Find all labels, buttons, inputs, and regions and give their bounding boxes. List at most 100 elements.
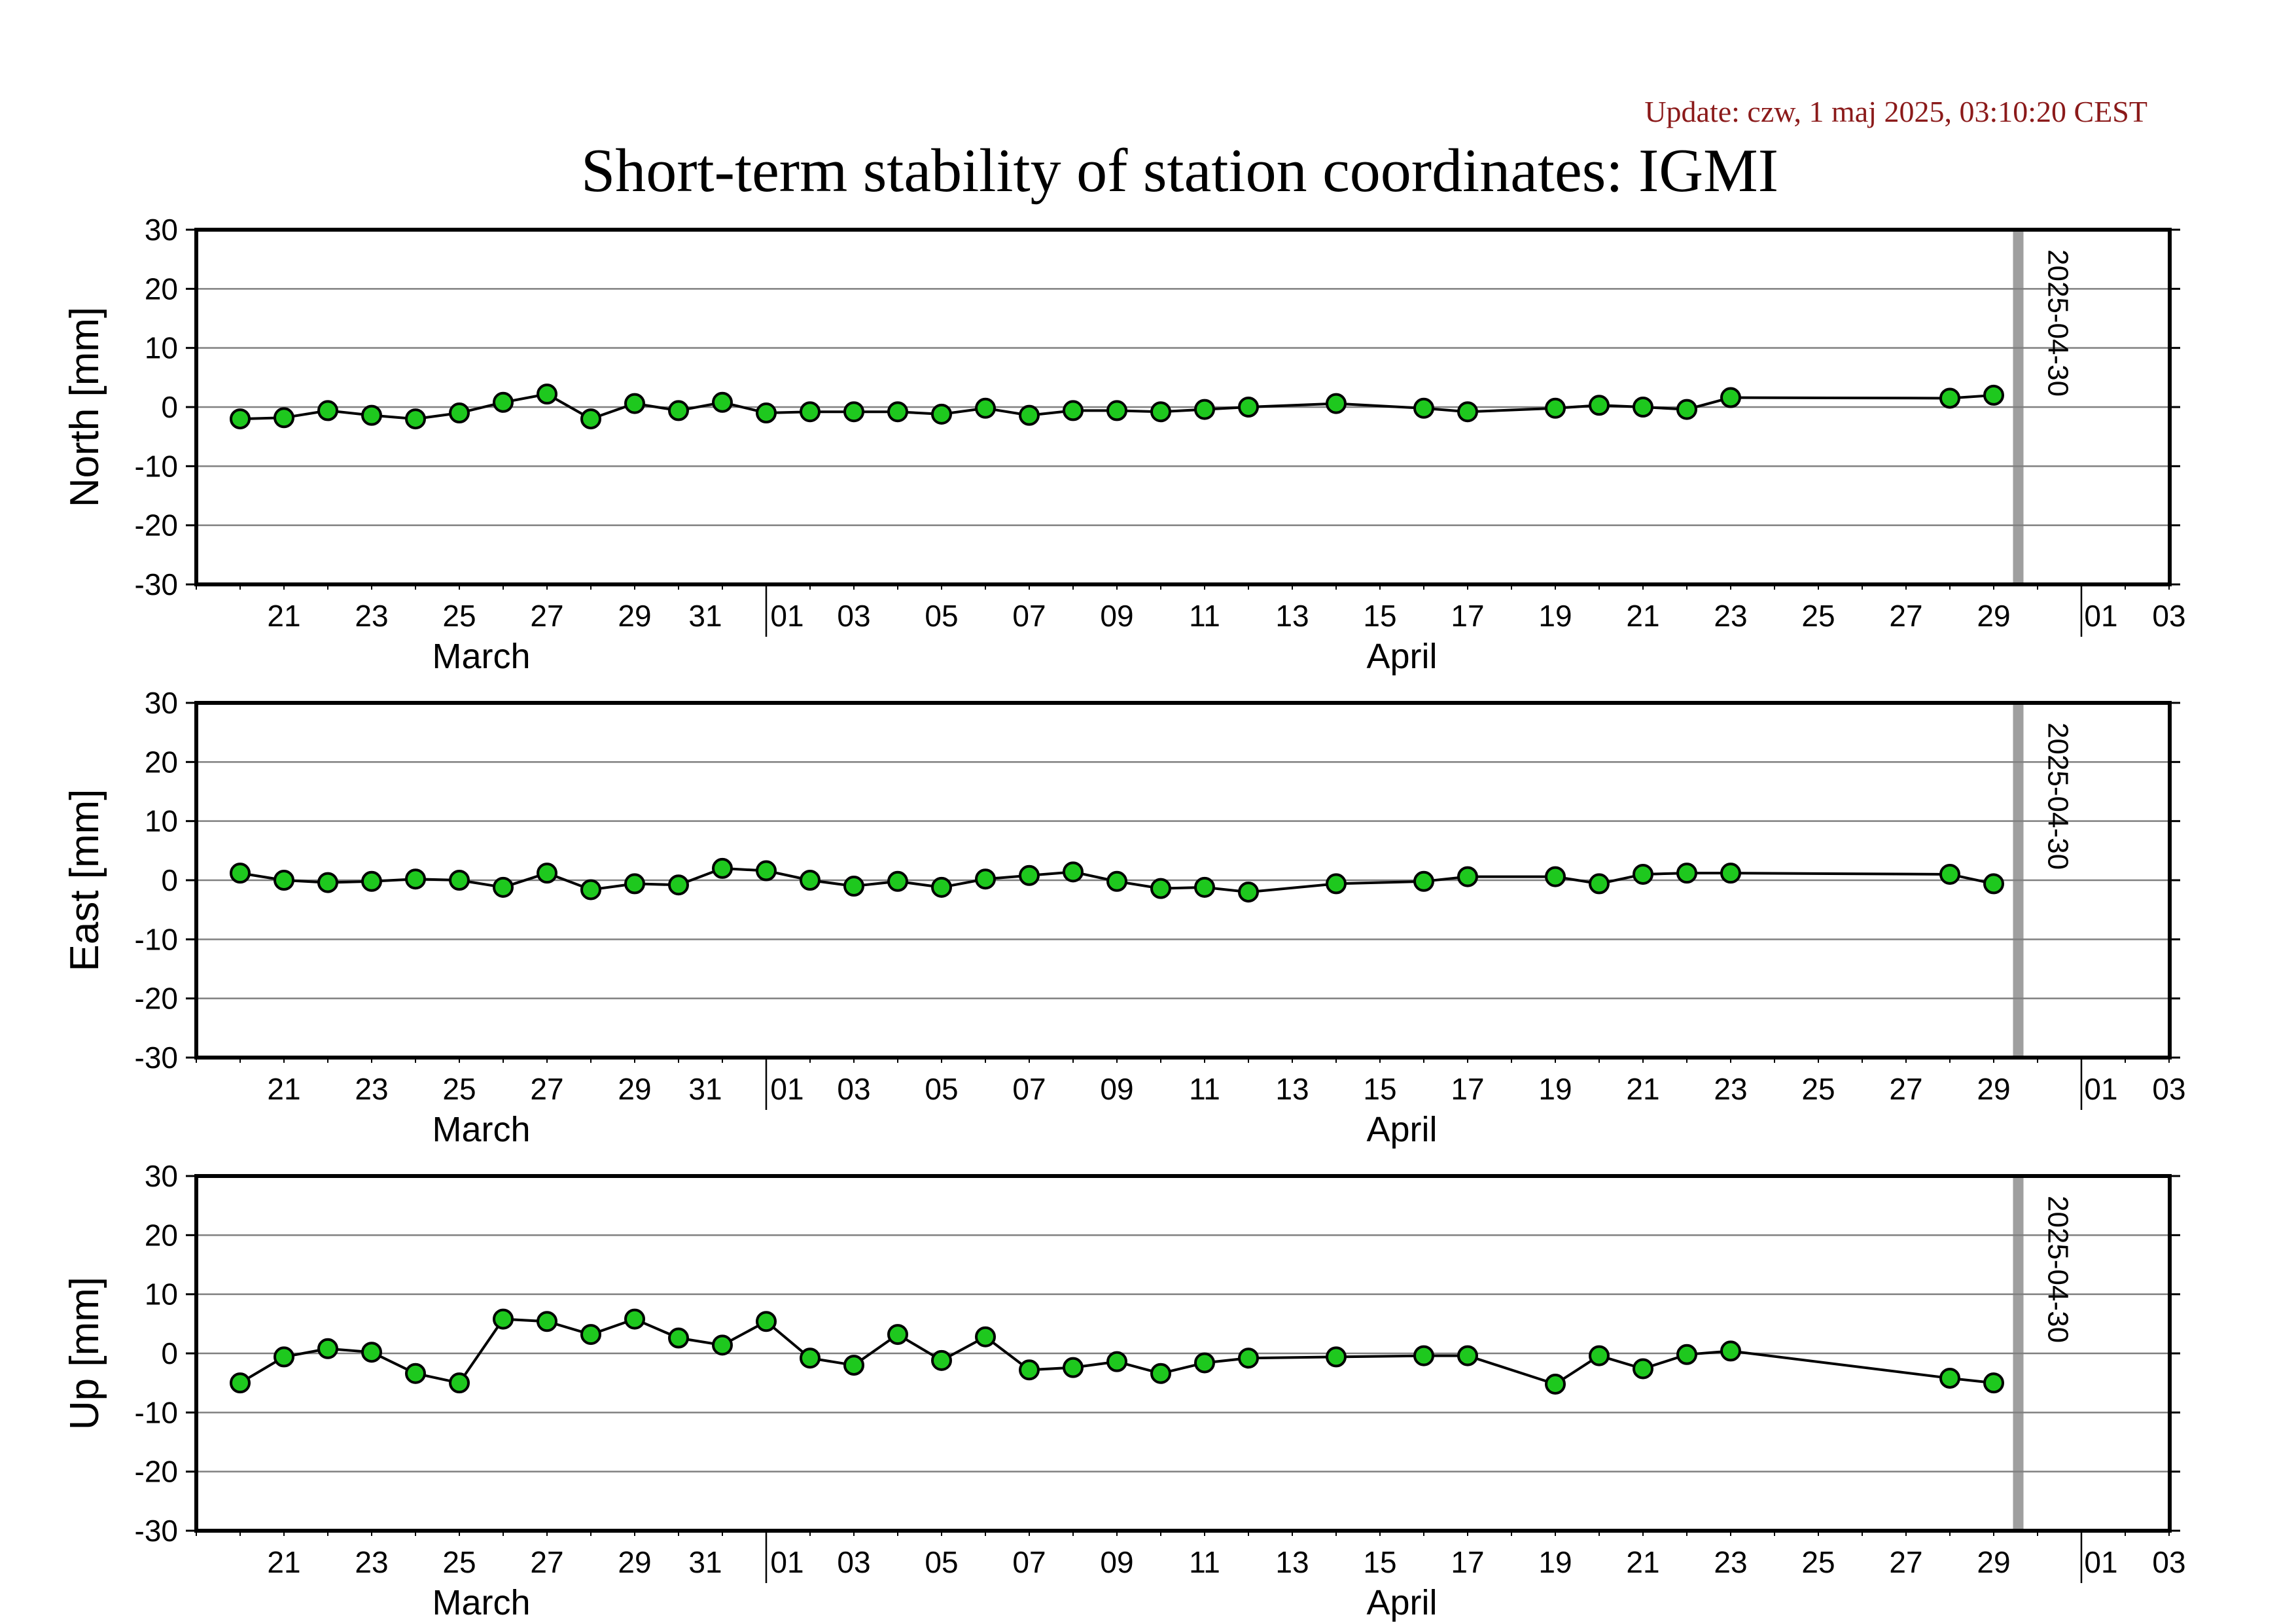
x-tick-label: 01 xyxy=(770,599,804,633)
month-label: March xyxy=(432,1583,530,1622)
y-tick-label: 20 xyxy=(145,745,178,779)
x-tick-label: 29 xyxy=(1977,599,2010,633)
x-tick-label: 25 xyxy=(1801,1072,1835,1106)
data-point xyxy=(317,872,338,893)
data-point xyxy=(274,407,294,429)
data-point xyxy=(580,879,601,901)
data-point xyxy=(800,1347,821,1369)
x-tick-label: 21 xyxy=(1626,599,1659,633)
x-tick-label: 21 xyxy=(1626,1072,1659,1106)
data-point xyxy=(1150,1363,1171,1384)
data-point xyxy=(493,876,514,898)
x-tick-label: 15 xyxy=(1363,1072,1396,1106)
data-point xyxy=(1720,1340,1741,1362)
data-point xyxy=(756,860,777,882)
data-point xyxy=(712,1334,733,1356)
data-point xyxy=(1633,863,1653,885)
y-tick-label: 0 xyxy=(161,1336,178,1370)
y-tick-label: -30 xyxy=(135,567,178,601)
date-marker-label: 2025-04-30 xyxy=(2042,249,2074,397)
data-point xyxy=(317,400,338,421)
x-tick-label: 29 xyxy=(618,1545,651,1579)
data-point xyxy=(449,1372,470,1394)
y-axis-label: North [mm] xyxy=(62,307,107,508)
panel-east: 2025-04-30 30 20 10 0 -10 -20 -30 East [mm] 21 23 2… xyxy=(62,686,2186,1149)
x-tick-label: 23 xyxy=(1714,599,1747,633)
x-tick-label: 03 xyxy=(2152,599,2185,633)
data-point xyxy=(975,868,996,890)
x-tick-label: 01 xyxy=(2084,1072,2117,1106)
x-tick-label: 05 xyxy=(925,599,958,633)
x-tick-label: 23 xyxy=(355,599,388,633)
data-point xyxy=(1238,397,1259,418)
y-tick-label: 10 xyxy=(145,804,178,838)
x-tick-label: 25 xyxy=(442,1545,476,1579)
data-point xyxy=(756,402,777,424)
chart-title: Short-term stability of station coordina… xyxy=(581,137,1778,205)
data-point xyxy=(1063,1357,1084,1378)
x-tick-label: 27 xyxy=(1889,599,1922,633)
data-point xyxy=(1676,399,1697,420)
y-tick-label: -30 xyxy=(135,1041,178,1075)
data-point xyxy=(1983,873,2004,895)
y-tick-label: -20 xyxy=(135,1455,178,1489)
x-tick-label: 17 xyxy=(1451,599,1484,633)
x-tick-label: 23 xyxy=(1714,1072,1747,1106)
data-point xyxy=(1326,873,1347,895)
x-tick-label: 03 xyxy=(837,599,870,633)
data-point xyxy=(712,391,733,413)
data-point xyxy=(1238,882,1259,903)
data-point xyxy=(230,408,251,430)
x-tick-label: 05 xyxy=(925,1072,958,1106)
data-point xyxy=(1545,1373,1566,1395)
x-tick-label: 09 xyxy=(1100,1545,1133,1579)
y-tick-label: -20 xyxy=(135,508,178,543)
panel-north: 2025-04-30 30 20 10 0 -10 -20 -30 North [mm] 21 23… xyxy=(62,213,2186,676)
data-point xyxy=(1150,878,1171,899)
x-tick-label: 13 xyxy=(1275,599,1309,633)
data-point xyxy=(1106,1351,1127,1372)
x-tick-label: 11 xyxy=(1189,599,1220,633)
x-tick-label: 23 xyxy=(1714,1545,1747,1579)
data-point xyxy=(1545,866,1566,887)
y-tick-label: -10 xyxy=(135,449,178,483)
data-point xyxy=(1063,400,1084,421)
data-point xyxy=(537,383,557,405)
x-tick-label: 25 xyxy=(1801,599,1835,633)
data-point xyxy=(580,408,601,430)
data-point xyxy=(1457,1345,1478,1366)
y-tick-label: 20 xyxy=(145,1218,178,1252)
data-point xyxy=(624,1308,645,1330)
data-point xyxy=(624,393,645,414)
month-label: March xyxy=(432,1110,530,1149)
data-point xyxy=(1413,870,1434,892)
data-point xyxy=(975,397,996,419)
series-line xyxy=(239,393,1994,421)
data-point xyxy=(1939,387,1960,409)
data-point xyxy=(887,401,908,423)
month-label: April xyxy=(1366,637,1437,676)
data-point xyxy=(887,870,908,892)
data-point xyxy=(537,863,557,884)
data-point xyxy=(843,876,864,897)
data-point xyxy=(1939,863,1960,885)
date-marker-label: 2025-04-30 xyxy=(2042,722,2074,870)
month-label: March xyxy=(432,637,530,676)
x-tick-label: 11 xyxy=(1189,1545,1220,1579)
data-point xyxy=(1106,870,1127,892)
data-point xyxy=(361,870,382,892)
data-point xyxy=(1238,1347,1259,1369)
data-point xyxy=(1194,1352,1215,1374)
y-tick-label: 30 xyxy=(145,213,178,247)
x-tick-label: 25 xyxy=(442,599,476,633)
x-tick-label: 21 xyxy=(267,1545,300,1579)
x-tick-label: 07 xyxy=(1012,1545,1046,1579)
series-line xyxy=(239,1317,1994,1386)
x-tick-label: 09 xyxy=(1100,1072,1133,1106)
data-point xyxy=(1019,865,1040,886)
x-tick-label: 27 xyxy=(530,599,563,633)
data-point xyxy=(975,1326,996,1347)
data-point xyxy=(843,401,864,423)
data-point xyxy=(1019,404,1040,426)
